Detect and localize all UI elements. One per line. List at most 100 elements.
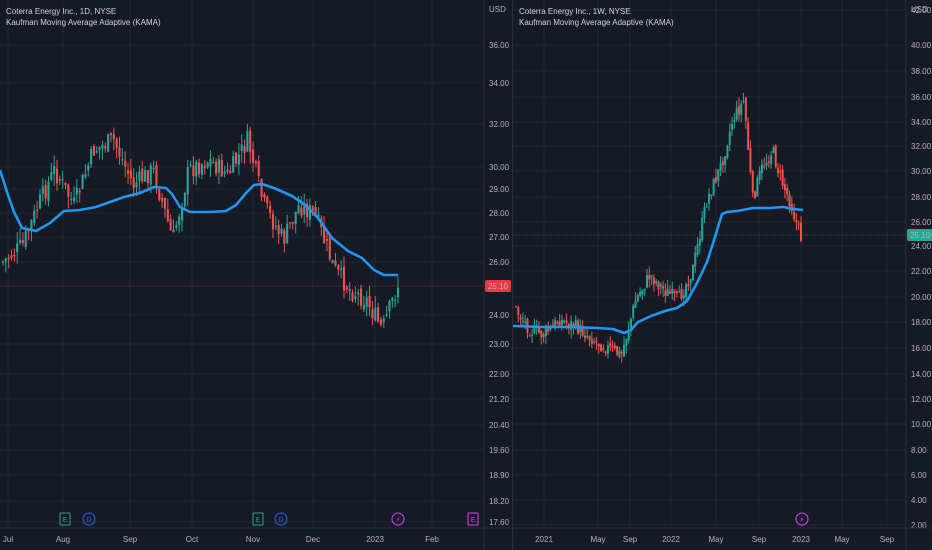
candle-body xyxy=(611,346,614,348)
candle-body xyxy=(728,131,731,145)
candle-body xyxy=(742,100,745,102)
candle-body xyxy=(625,339,628,346)
candle-body xyxy=(24,230,27,247)
candle-body xyxy=(793,211,796,220)
right-chart-panel[interactable]: Coterra Energy Inc., 1W, NYSE Kaufman Mo… xyxy=(512,0,932,550)
candle-body xyxy=(528,335,531,337)
candle-body xyxy=(795,219,798,223)
left-news-marker[interactable]: ⚡ xyxy=(391,512,405,526)
candle-body xyxy=(760,164,763,174)
right-chart-canvas[interactable]: 42.00 40.00 38.00 36.00 34.00 32.00 30.00 28.00… xyxy=(513,0,932,550)
candle-body xyxy=(144,170,147,182)
left-earnings-marker-2-label: E xyxy=(256,516,260,524)
candle-body xyxy=(590,338,593,345)
candle-body xyxy=(53,165,56,175)
left-earnings-marker-1[interactable]: E xyxy=(59,512,71,526)
candle-body xyxy=(521,320,524,322)
candle-body xyxy=(325,239,329,241)
price-tick-label: 20.40 xyxy=(489,421,510,430)
candle-body xyxy=(135,182,138,188)
candle-body xyxy=(357,292,360,295)
candle-body xyxy=(602,348,605,351)
left-earnings-marker-2[interactable]: E xyxy=(252,512,264,526)
candle-body xyxy=(673,291,676,293)
candle-body xyxy=(7,257,10,259)
candle-body xyxy=(540,330,543,338)
candle-body xyxy=(533,325,536,334)
candle-body xyxy=(109,132,113,136)
left-earnings-marker-3[interactable]: E xyxy=(467,512,479,526)
left-dividend-marker-2[interactable]: D xyxy=(274,512,288,526)
candle-body xyxy=(579,325,582,333)
candle-body xyxy=(632,305,635,318)
candle-body xyxy=(641,290,644,295)
candle-body xyxy=(212,162,215,164)
candle-body xyxy=(209,159,212,166)
left-chart-canvas[interactable]: 36.00 34.00 32.00 30.00 29.00 28.00 27.00 26.00… xyxy=(0,0,512,550)
candle-body xyxy=(735,107,738,120)
candle-body xyxy=(517,307,520,316)
candle-body xyxy=(606,345,609,355)
candle-body xyxy=(234,152,238,164)
left-chart-panel[interactable]: Coterra Energy Inc., 1D, NYSE Kaufman Mo… xyxy=(0,0,512,550)
candle-body xyxy=(391,297,394,301)
candle-body xyxy=(719,163,722,172)
candle-body xyxy=(92,146,95,156)
candle-body xyxy=(620,352,623,354)
left-dividend-marker-1[interactable]: D xyxy=(82,512,96,526)
candle-body xyxy=(627,329,630,341)
time-tick-label: May xyxy=(590,535,605,544)
price-tick-label: 34.00 xyxy=(489,79,510,88)
candle-body xyxy=(75,187,78,195)
candle-body xyxy=(121,159,124,161)
candle-body xyxy=(286,223,289,244)
candle-body xyxy=(240,144,243,151)
candle-body xyxy=(13,255,16,257)
time-tick-label: May xyxy=(834,535,849,544)
candle-body xyxy=(215,161,218,174)
price-tick-label: 32.00 xyxy=(911,142,932,151)
last-price-badge xyxy=(907,229,932,241)
left-indicator-label[interactable]: Kaufman Moving Average Adaptive (KAMA) xyxy=(6,18,161,27)
right-news-marker[interactable]: ⚡ xyxy=(795,512,809,526)
candle-body xyxy=(362,304,365,310)
candle-body xyxy=(158,189,161,200)
candle-body xyxy=(38,194,41,209)
price-tick-label: 18.00 xyxy=(911,318,932,327)
candle-body xyxy=(283,230,286,244)
candle-body xyxy=(655,281,658,283)
candle-body xyxy=(666,288,669,296)
candle-body xyxy=(572,323,575,328)
candle-body xyxy=(98,146,101,151)
candle-body xyxy=(163,197,167,209)
left-earnings-marker-2-shape xyxy=(252,512,264,526)
price-tick-label: 23.00 xyxy=(489,340,510,349)
candle-body xyxy=(551,324,554,326)
candle-body xyxy=(717,169,720,181)
candle-body xyxy=(754,191,757,198)
candle-body xyxy=(146,170,149,184)
time-tick-label: Sep xyxy=(123,535,138,544)
price-tick-label: 2.00 xyxy=(911,521,927,530)
candle-body xyxy=(47,181,50,202)
right-news-marker-shape xyxy=(795,512,809,526)
candle-body xyxy=(340,268,343,271)
candle-body xyxy=(277,225,280,234)
candle-body xyxy=(306,203,309,218)
candle-body xyxy=(161,197,164,202)
candle-body xyxy=(537,327,540,333)
candle-body xyxy=(581,326,584,336)
candle-body xyxy=(583,335,586,339)
candle-body xyxy=(687,284,690,286)
right-indicator-label[interactable]: Kaufman Moving Average Adaptive (KAMA) xyxy=(519,18,674,27)
candle-body xyxy=(249,130,252,153)
right-symbol-title[interactable]: Coterra Energy Inc., 1W, NYSE xyxy=(519,7,631,16)
candle-body xyxy=(737,106,740,115)
time-tick-label: Feb xyxy=(425,535,439,544)
candle-body xyxy=(237,154,240,165)
left-symbol-title[interactable]: Coterra Energy Inc., 1D, NYSE xyxy=(6,7,117,16)
candle-body xyxy=(269,206,272,213)
candle-body xyxy=(657,281,660,290)
price-tick-label: 18.20 xyxy=(489,497,510,506)
candle-body xyxy=(765,162,768,166)
